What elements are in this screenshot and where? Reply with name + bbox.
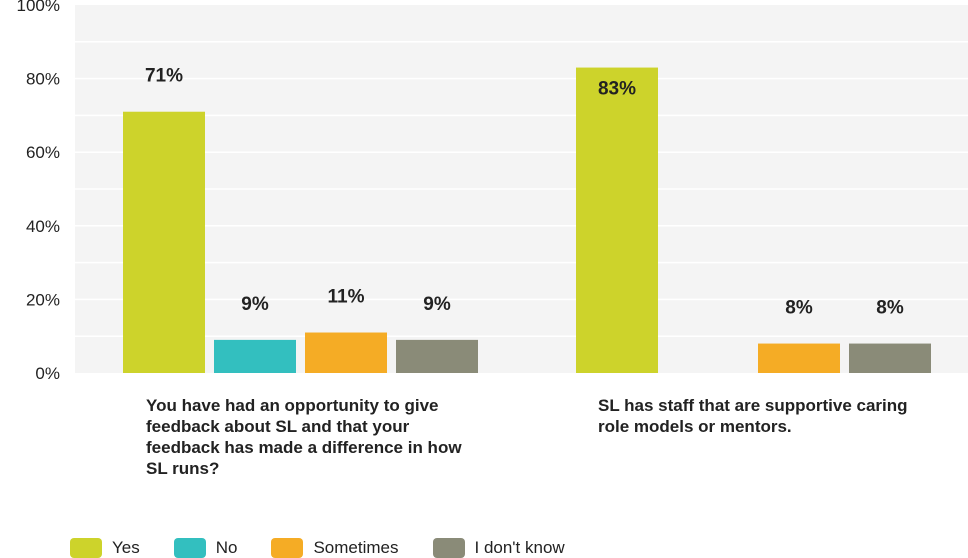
bar [123,111,205,373]
bar [396,339,478,373]
legend-label-yes: Yes [112,538,140,557]
category-label-staff: SL has staff that are supportive caring … [598,396,908,436]
y-tick-label: 40% [26,217,60,236]
legend-item-no: No [173,538,238,558]
legend-swatch-yes [70,538,102,558]
data-label: 83% [598,79,636,100]
bar [849,343,931,373]
y-tick-label: 0% [35,364,60,383]
data-label: 11% [328,287,365,308]
y-tick-label: 100% [17,0,60,15]
data-label: 9% [241,294,269,315]
data-label: 8% [785,298,813,319]
gridlines [75,41,968,337]
bar [758,343,840,373]
y-tick-label: 20% [26,290,60,309]
bar [214,339,296,373]
legend-label-dont-know: I don't know [474,538,565,557]
legend-swatch-dont-know [432,538,465,558]
bars [123,67,931,373]
legend: Yes No Sometimes I don't know [70,538,599,558]
data-label: 71% [145,66,183,87]
bar [305,332,387,373]
data-label: 9% [423,294,451,315]
category-label-feedback: You have had an opportunity to give feed… [146,396,462,478]
legend-label-sometimes: Sometimes [313,538,399,557]
data-labels: 71% 9% 11% 9% 83% 8% 8% [145,66,904,319]
legend-swatch-sometimes [271,538,304,558]
y-tick-label: 60% [26,143,60,162]
data-label: 8% [876,298,904,319]
bar [576,67,658,373]
legend-swatch-no [173,538,206,558]
legend-item-sometimes: Sometimes [271,538,399,558]
y-tick-label: 80% [26,70,60,89]
y-axis-ticks: 0% 20% 40% 60% 80% 100% [17,0,60,383]
legend-item-yes: Yes [70,538,140,558]
legend-item-dont-know: I don't know [432,538,565,558]
legend-label-no: No [215,538,238,557]
